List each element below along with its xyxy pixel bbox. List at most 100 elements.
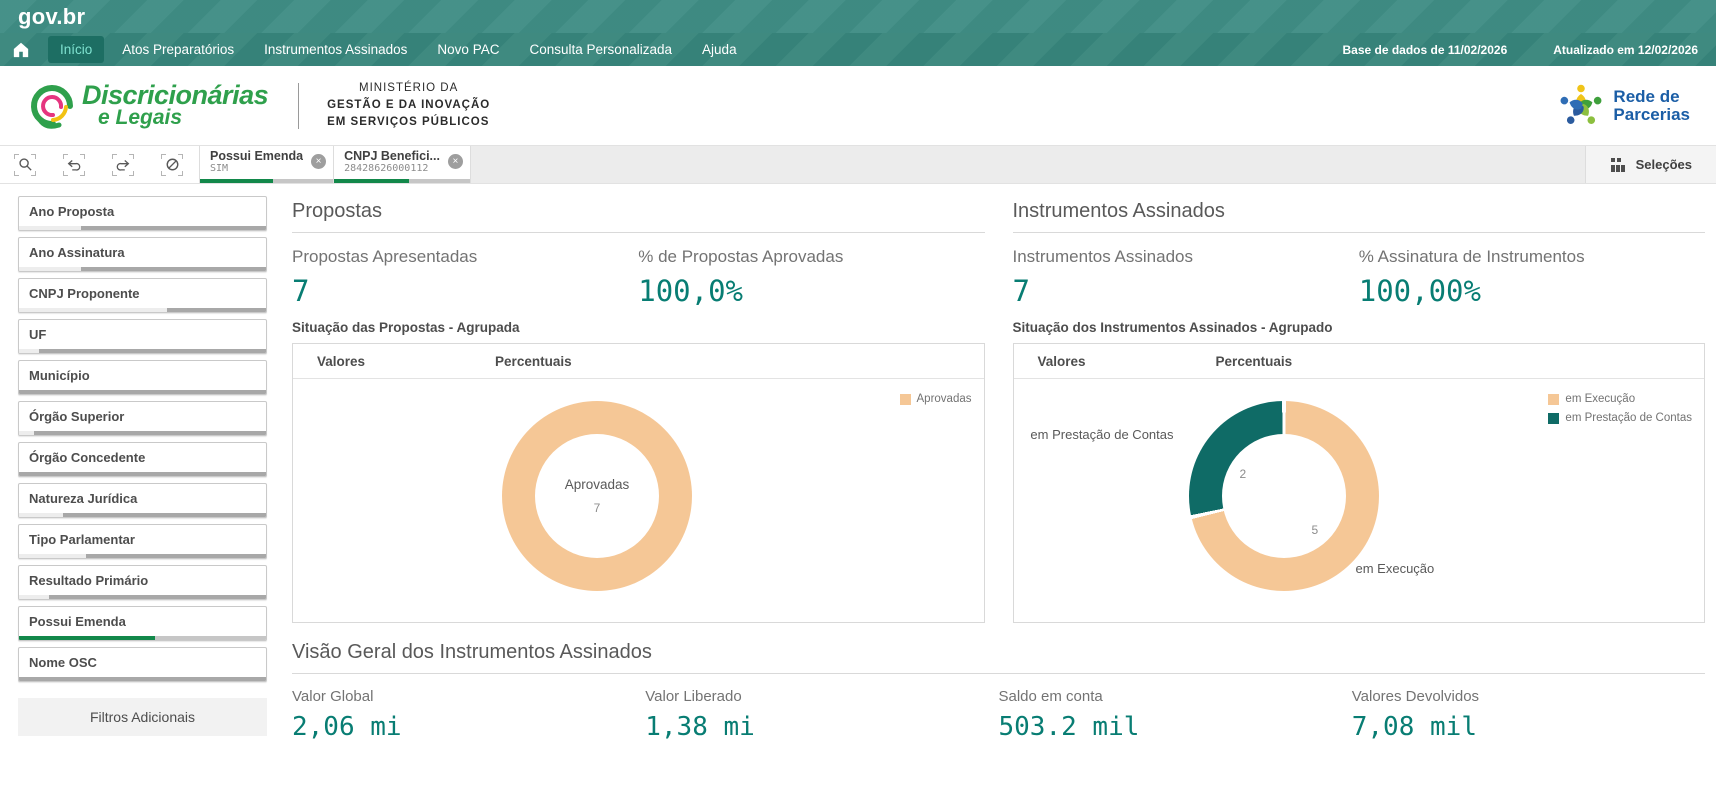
filter-state-bar (19, 554, 266, 558)
kpi-label: Propostas Apresentadas (292, 247, 638, 267)
nav-item-instrumentos-assinados[interactable]: Instrumentos Assinados (252, 36, 419, 63)
kpi-value: 503.2 mil (999, 712, 1352, 742)
filter-state-bar (19, 390, 266, 394)
filter-label: Órgão Superior (19, 402, 266, 424)
kpi-value: 100,0% (638, 274, 984, 308)
filter-state-bar (19, 595, 266, 599)
step-forward-icon[interactable] (112, 154, 134, 176)
filter-state-bar (19, 431, 266, 435)
chip-title: Possui Emenda (210, 149, 303, 163)
kpi-label: Valor Liberado (645, 688, 998, 705)
filter-listbox-uf[interactable]: UF (18, 319, 267, 354)
filter-label: Resultado Primário (19, 566, 266, 588)
filter-listbox-orgao-concedente[interactable]: Órgão Concedente (18, 442, 267, 477)
tab-percentuais[interactable]: Percentuais (1216, 354, 1293, 369)
slice-label-execucao: em Execução (1356, 561, 1435, 576)
nav-item-consulta-personalizada[interactable]: Consulta Personalizada (517, 36, 684, 63)
kpi-valor-global: Valor Global2,06 mi (292, 688, 645, 742)
chip-state-bar (200, 179, 333, 183)
home-icon[interactable] (12, 41, 30, 58)
ministry-text: MINISTÉRIO DA GESTÃO E DA INOVAÇÃO EM SE… (327, 80, 490, 130)
filter-listbox-tipo-parlamentar[interactable]: Tipo Parlamentar (18, 524, 267, 559)
filter-listbox-municipio[interactable]: Município (18, 360, 267, 395)
header-divider (298, 83, 299, 129)
visao-geral-title: Visão Geral dos Instrumentos Assinados (292, 641, 1705, 674)
filter-state-bar (19, 636, 266, 640)
filter-state-bar (19, 349, 266, 353)
chip-close-icon[interactable]: × (311, 154, 326, 169)
nav-item-atos-preparatorios[interactable]: Atos Preparatórios (110, 36, 246, 63)
star-people-icon (1557, 82, 1605, 130)
tab-valores[interactable]: Valores (1038, 354, 1086, 369)
clear-selections-icon[interactable] (161, 154, 183, 176)
tab-percentuais[interactable]: Percentuais (495, 354, 572, 369)
visao-geral-section: Visão Geral dos Instrumentos Assinados V… (292, 641, 1705, 742)
kpi-value: 1,38 mi (645, 712, 998, 742)
filter-listbox-possui-emenda[interactable]: Possui Emenda (18, 606, 267, 641)
legend-label: em Prestação de Contas (1565, 412, 1692, 424)
propostas-view-tabs: Valores Percentuais (293, 344, 984, 379)
additional-filters-button[interactable]: Filtros Adicionais (18, 698, 267, 736)
kpi-de-propostas-aprovadas: % de Propostas Aprovadas 100,0% (638, 247, 984, 308)
partner-name: Rede de Parcerias (1613, 88, 1690, 123)
selection-toolbar: Possui EmendaSIM×CNPJ Benefici...2842862… (0, 145, 1716, 184)
kpi-label: % Assinatura de Instrumentos (1359, 247, 1705, 267)
chip-state-bar (334, 179, 470, 183)
filter-listbox-natureza-juridica[interactable]: Natureza Jurídica (18, 483, 267, 518)
visao-geral-kpis: Valor Global2,06 miValor Liberado 1,38 mi… (292, 688, 1705, 742)
instrumentos-kpis: Instrumentos Assinados7% Assinatura de I… (1013, 247, 1706, 308)
nav-item-inicio[interactable]: Início (48, 36, 104, 63)
legend-swatch (1548, 413, 1559, 424)
filter-label: Ano Proposta (19, 197, 266, 219)
app-header: Discricionárias e Legais MINISTÉRIO DA G… (0, 66, 1716, 145)
filter-label: Nome OSC (19, 648, 266, 670)
nav-item-novo-pac[interactable]: Novo PAC (425, 36, 511, 63)
instrumentos-section: Instrumentos Assinados Instrumentos Assi… (1013, 196, 1706, 623)
kpi-valor-liberado: Valor Liberado 1,38 mi (645, 688, 998, 742)
kpi-saldo-em-conta: Saldo em conta503.2 mil (999, 688, 1352, 742)
selections-button[interactable]: Seleções (1585, 146, 1716, 183)
chip-close-icon[interactable]: × (448, 154, 463, 169)
instrumentos-donut-chart[interactable] (1189, 401, 1379, 591)
app-logo: Discricionárias e Legais (26, 80, 268, 132)
filter-listbox-ano-assinatura[interactable]: Ano Assinatura (18, 237, 267, 272)
chip-title: CNPJ Benefici... (344, 149, 440, 163)
filter-state-bar (19, 267, 266, 271)
slice-label-prestacao: em Prestação de Contas (1014, 427, 1174, 442)
instrumentos-donut-area: em Prestação de Contas 2 5 em Execução e… (1014, 379, 1705, 620)
legend-swatch (900, 394, 911, 405)
filter-label: CNPJ Proponente (19, 279, 266, 301)
legend-item-aprovadas[interactable]: Aprovadas (900, 393, 972, 405)
filter-label: Natureza Jurídica (19, 484, 266, 506)
propostas-donut-chart[interactable]: Aprovadas 7 (502, 401, 692, 591)
propostas-chart-panel: Valores Percentuais Aprovadas 7 Aprovada… (292, 343, 985, 623)
selection-chip-possui-emenda[interactable]: Possui EmendaSIM × (199, 146, 333, 183)
propostas-section: Propostas Propostas Apresentadas7% de Pr… (292, 196, 985, 623)
legend-item-em-prestacao-de-contas[interactable]: em Prestação de Contas (1548, 412, 1692, 424)
filter-listbox-cnpj-proponente[interactable]: CNPJ Proponente (18, 278, 267, 313)
chip-value: SIM (210, 163, 303, 174)
filter-listbox-ano-proposta[interactable]: Ano Proposta (18, 196, 267, 231)
slice-value-execucao: 5 (1312, 523, 1319, 537)
filter-listbox-resultado-primario[interactable]: Resultado Primário (18, 565, 267, 600)
nav-item-ajuda[interactable]: Ajuda (690, 36, 749, 63)
instrumentos-chart-panel: Valores Percentuais em Prestação de Cont… (1013, 343, 1706, 623)
kpi-label: % de Propostas Aprovadas (638, 247, 984, 267)
filter-state-bar (19, 472, 266, 476)
selections-grid-icon (1610, 157, 1626, 173)
tab-valores[interactable]: Valores (317, 354, 365, 369)
propostas-kpis: Propostas Apresentadas7% de Propostas Ap… (292, 247, 985, 308)
kpi-assinatura-de-instrumentos: % Assinatura de Instrumentos 100,00% (1359, 247, 1705, 308)
step-back-icon[interactable] (63, 154, 85, 176)
selection-chip-cnpj-benefici[interactable]: CNPJ Benefici...28428626000112× (333, 146, 471, 183)
legend-label: Aprovadas (917, 393, 972, 405)
filter-listbox-orgao-superior[interactable]: Órgão Superior (18, 401, 267, 436)
kpi-value: 100,00% (1359, 274, 1705, 308)
selected-filters: Possui EmendaSIM×CNPJ Benefici...2842862… (199, 146, 471, 183)
legend-item-em-execucao[interactable]: em Execução (1548, 393, 1692, 405)
filter-label: Tipo Parlamentar (19, 525, 266, 547)
filter-label: Ano Assinatura (19, 238, 266, 260)
filter-listbox-nome-osc[interactable]: Nome OSC (18, 647, 267, 682)
selection-tools (0, 146, 199, 183)
smart-search-icon[interactable] (14, 154, 36, 176)
